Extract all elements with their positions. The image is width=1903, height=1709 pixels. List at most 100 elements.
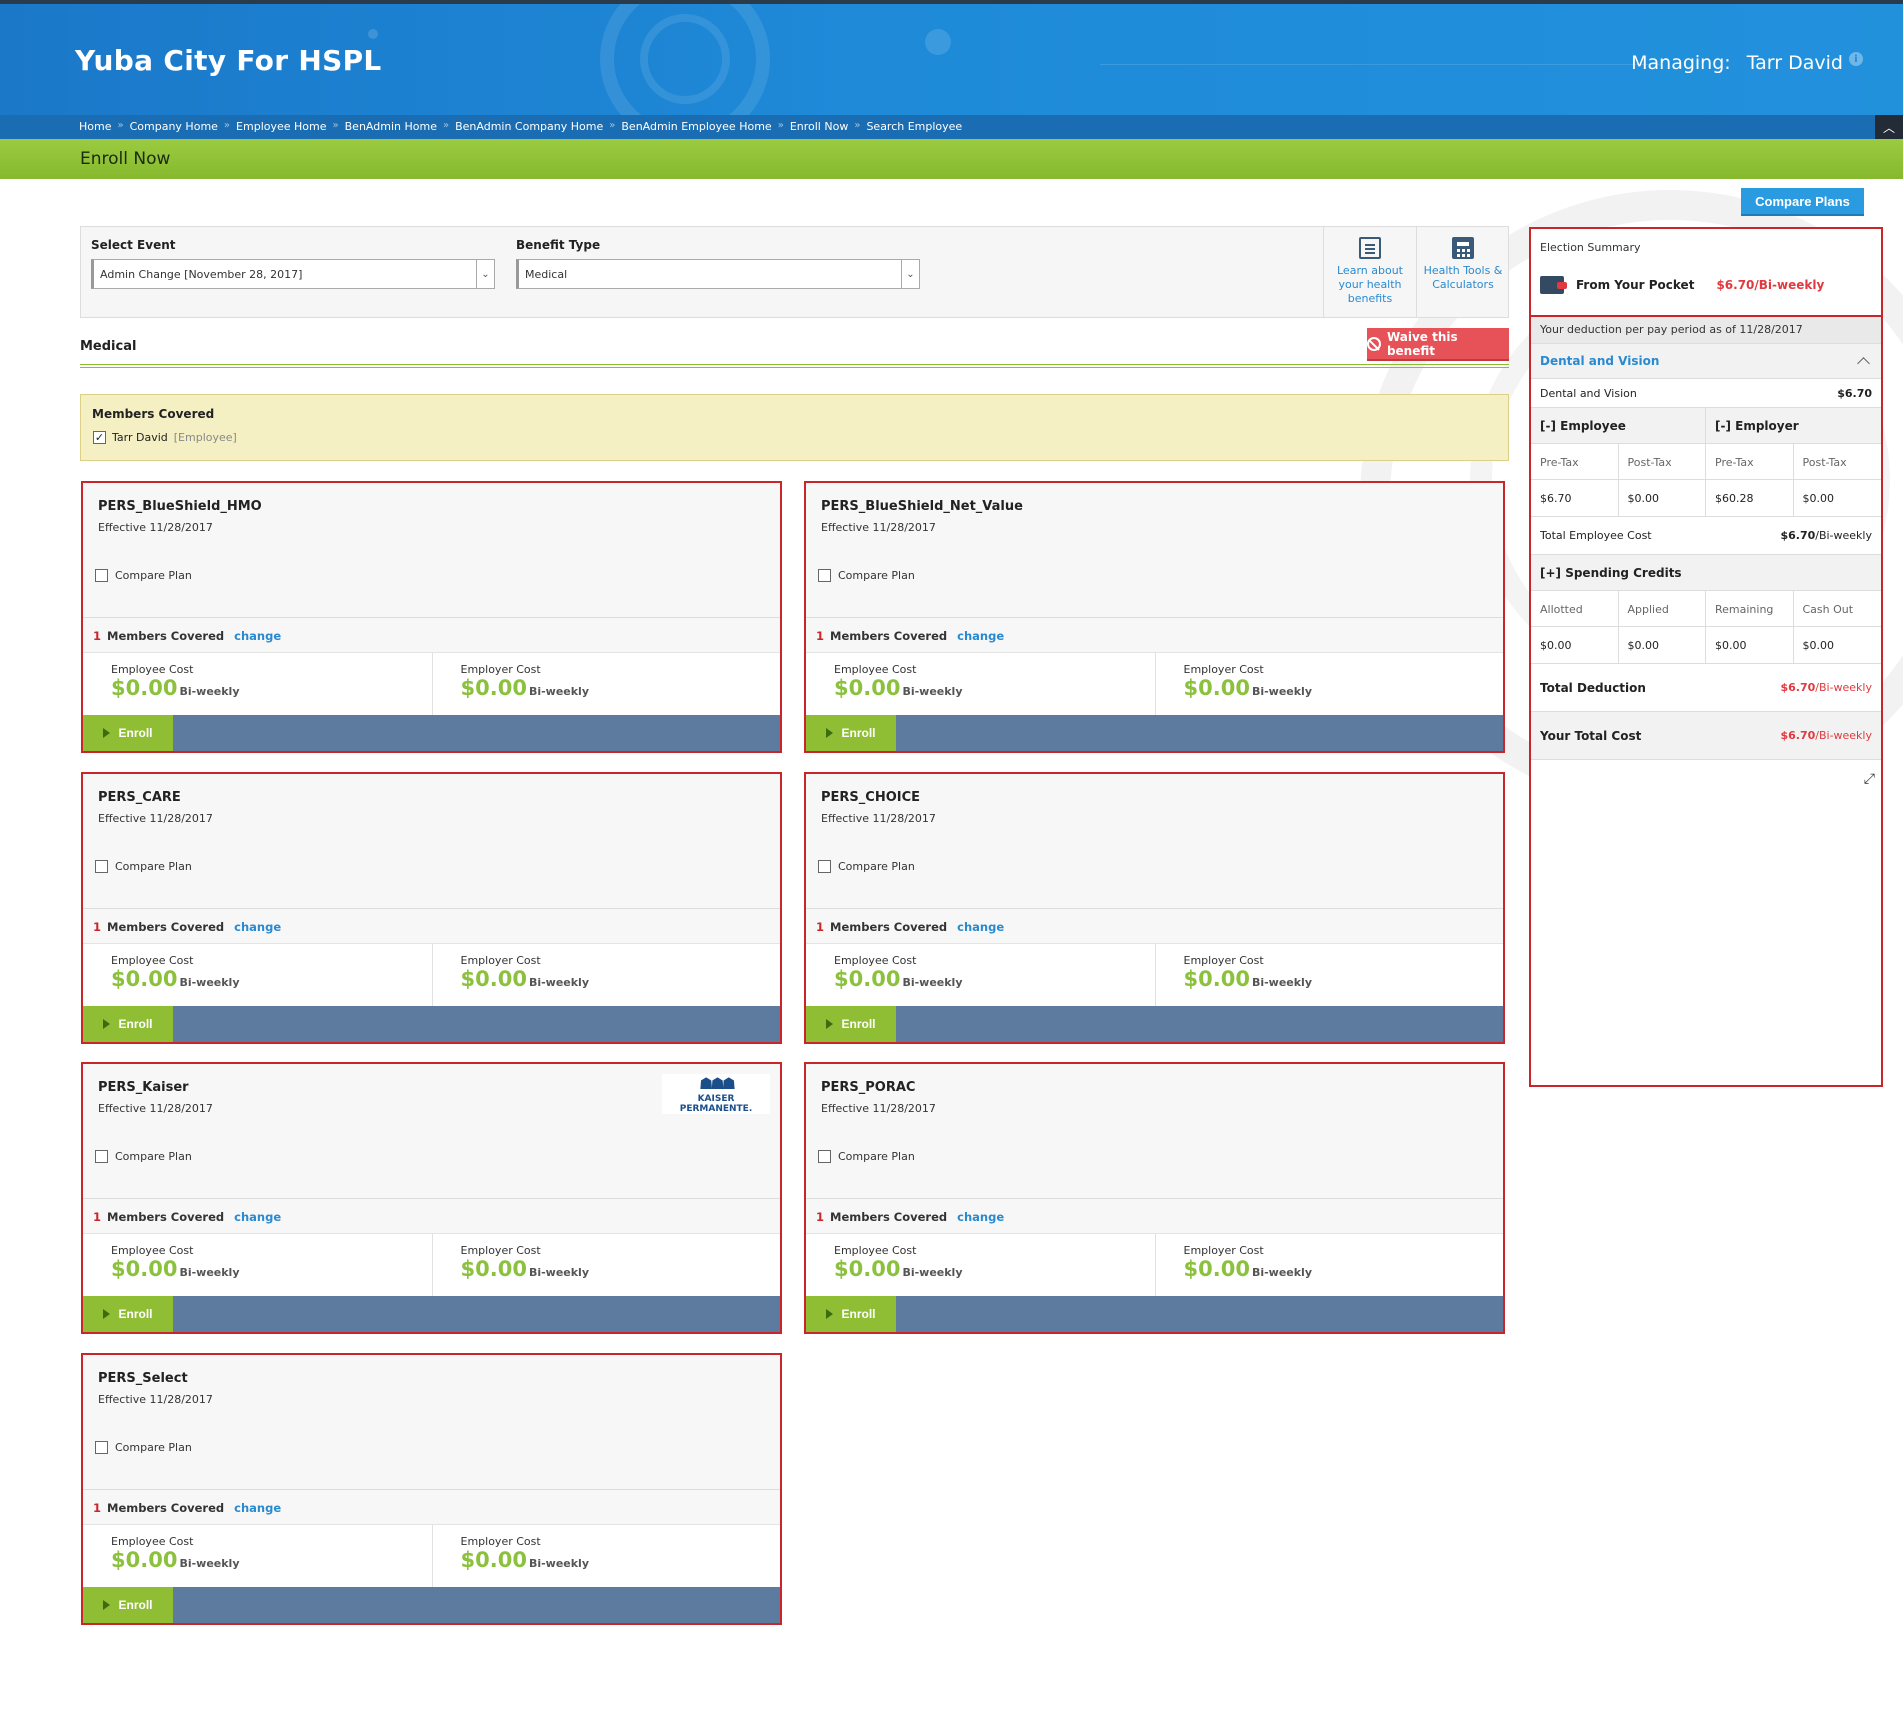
compare-plans-button[interactable]: Compare Plans bbox=[1741, 188, 1864, 216]
compare-plan-toggle[interactable]: Compare Plan bbox=[95, 1441, 192, 1454]
compare-plan-label: Compare Plan bbox=[838, 569, 915, 582]
plan-effective-date: Effective 11/28/2017 bbox=[98, 1393, 213, 1406]
breadcrumb-separator-icon: » bbox=[854, 120, 861, 131]
employer-cost-amount: $0.00 bbox=[1183, 967, 1250, 991]
enroll-button[interactable]: Enroll bbox=[83, 1587, 173, 1623]
compare-plan-toggle[interactable]: Compare Plan bbox=[818, 569, 915, 582]
benefit-type-dropdown[interactable]: Medical ⌄ bbox=[516, 259, 920, 289]
plan-effective-date: Effective 11/28/2017 bbox=[98, 1102, 213, 1115]
employee-cost-label: Employee Cost bbox=[111, 1244, 194, 1257]
member-row: ✓ Tarr David [Employee] bbox=[93, 431, 237, 444]
employer-toggle[interactable]: [-] Employer bbox=[1706, 408, 1881, 444]
employer-cost-label: Employer Cost bbox=[460, 663, 541, 676]
health-tools-link[interactable]: Health Tools & Calculators bbox=[1416, 227, 1509, 317]
select-event-dropdown[interactable]: Admin Change [November 28, 2017] ⌄ bbox=[91, 259, 495, 289]
compare-plan-checkbox[interactable] bbox=[818, 1150, 831, 1163]
plan-costs: Employee Cost $0.00 Bi-weekly Employer Co… bbox=[806, 653, 1503, 715]
compare-plan-checkbox[interactable] bbox=[818, 860, 831, 873]
change-members-link[interactable]: change bbox=[234, 1210, 282, 1224]
chevron-up-icon bbox=[1857, 357, 1870, 370]
enroll-label: Enroll bbox=[118, 1598, 153, 1612]
compare-plan-checkbox[interactable] bbox=[95, 1150, 108, 1163]
total-deduction: Total Deduction $6.70/Bi-weekly bbox=[1531, 664, 1881, 712]
employee-cost-label: Employee Cost bbox=[111, 954, 194, 967]
compare-plan-checkbox[interactable] bbox=[95, 569, 108, 582]
breadcrumb-employee-home[interactable]: Employee Home bbox=[236, 120, 327, 133]
breadcrumb-enroll-now[interactable]: Enroll Now bbox=[789, 120, 849, 133]
employee-cost-amount: $0.00 bbox=[111, 967, 178, 991]
compare-plan-toggle[interactable]: Compare Plan bbox=[818, 860, 915, 873]
members-covered-panel: Members Covered ✓ Tarr David [Employee] bbox=[80, 394, 1509, 461]
kaiser-permanente-logo: ☗☗☗ KAISER PERMANENTE. bbox=[662, 1074, 770, 1114]
employee-cost: Employee Cost $0.00 Bi-weekly bbox=[806, 653, 1155, 715]
election-summary-panel: Election Summary From Your Pocket $6.70/… bbox=[1529, 227, 1883, 1087]
play-icon bbox=[103, 1019, 111, 1029]
change-members-link[interactable]: change bbox=[957, 920, 1005, 934]
compare-plan-checkbox[interactable] bbox=[95, 860, 108, 873]
info-icon[interactable]: i bbox=[1849, 52, 1863, 66]
header-banner: Yuba City For HSPL Managing: Tarr David … bbox=[0, 0, 1903, 115]
breadcrumb-benadmin-employee-home[interactable]: BenAdmin Employee Home bbox=[621, 120, 772, 133]
total-deduction-value: $6.70 bbox=[1780, 681, 1816, 694]
enroll-button[interactable]: Enroll bbox=[83, 1006, 173, 1042]
breadcrumb-search-employee[interactable]: Search Employee bbox=[866, 120, 963, 133]
cost-breakdown-grid: [-] Employee [-] Employer Pre-Tax Post-T… bbox=[1531, 408, 1881, 517]
change-members-link[interactable]: change bbox=[957, 1210, 1005, 1224]
compare-plan-checkbox[interactable] bbox=[95, 1441, 108, 1454]
breadcrumb-home[interactable]: Home bbox=[79, 120, 112, 133]
members-count: 1 bbox=[93, 629, 102, 643]
enroll-label: Enroll bbox=[118, 726, 153, 740]
compare-plan-toggle[interactable]: Compare Plan bbox=[95, 860, 192, 873]
your-total-cost-value: $6.70 bbox=[1780, 729, 1816, 742]
dental-vision-line: Dental and Vision $6.70 bbox=[1531, 379, 1881, 408]
total-employee-cost: Total Employee Cost $6.70/Bi-weekly bbox=[1531, 517, 1881, 555]
plan-costs: Employee Cost $0.00 Bi-weekly Employer Co… bbox=[83, 944, 780, 1006]
compare-plan-toggle[interactable]: Compare Plan bbox=[818, 1150, 915, 1163]
select-event-value: Admin Change [November 28, 2017] bbox=[100, 268, 303, 281]
members-covered-label: Members Covered bbox=[830, 920, 948, 934]
compare-plan-checkbox[interactable] bbox=[818, 569, 831, 582]
change-members-link[interactable]: change bbox=[234, 920, 282, 934]
total-employee-cost-value: $6.70 bbox=[1780, 529, 1816, 542]
breadcrumb-company-home[interactable]: Company Home bbox=[129, 120, 218, 133]
plan-costs: Employee Cost $0.00 Bi-weekly Employer Co… bbox=[83, 1525, 780, 1587]
spending-credits-toggle[interactable]: [+] Spending Credits bbox=[1531, 555, 1881, 591]
learn-health-benefits-link[interactable]: Learn about your health benefits bbox=[1323, 227, 1416, 317]
enroll-button[interactable]: Enroll bbox=[83, 715, 173, 751]
collapse-header-button[interactable]: ︿ bbox=[1875, 115, 1903, 139]
employee-toggle[interactable]: [-] Employee bbox=[1531, 408, 1706, 444]
plan-action-bar: Enroll bbox=[806, 1296, 1503, 1332]
enroll-button[interactable]: Enroll bbox=[806, 715, 896, 751]
compare-plan-toggle[interactable]: Compare Plan bbox=[95, 569, 192, 582]
page-title-bar: Enroll Now bbox=[0, 139, 1903, 179]
page-title: Enroll Now bbox=[80, 149, 171, 169]
section-divider bbox=[80, 364, 1509, 368]
enroll-button[interactable]: Enroll bbox=[806, 1296, 896, 1332]
compare-plan-label: Compare Plan bbox=[838, 860, 915, 873]
change-members-link[interactable]: change bbox=[957, 629, 1005, 643]
logo-text: KAISER PERMANENTE. bbox=[679, 1094, 753, 1114]
election-summary-title: Election Summary bbox=[1540, 241, 1641, 254]
enroll-button[interactable]: Enroll bbox=[83, 1296, 173, 1332]
employee-cost-label: Employee Cost bbox=[834, 1244, 917, 1257]
change-members-link[interactable]: change bbox=[234, 1501, 282, 1515]
breadcrumb-benadmin-company-home[interactable]: BenAdmin Company Home bbox=[455, 120, 604, 133]
dental-vision-line-label: Dental and Vision bbox=[1540, 386, 1637, 400]
dental-vision-accordion[interactable]: Dental and Vision bbox=[1531, 343, 1881, 379]
member-checkbox[interactable]: ✓ bbox=[93, 431, 106, 444]
expand-icon[interactable]: ⤢ bbox=[1863, 771, 1875, 787]
plan-members-covered: 1 Members Covered change bbox=[806, 617, 1503, 653]
waive-benefit-button[interactable]: Waive this benefit bbox=[1367, 328, 1509, 361]
your-total-cost-label: Your Total Cost bbox=[1540, 728, 1642, 743]
from-your-pocket: From Your Pocket $6.70/Bi-weekly bbox=[1540, 276, 1872, 294]
employee-cost-period: Bi-weekly bbox=[902, 976, 963, 989]
employee-cost-amount: $0.00 bbox=[111, 1548, 178, 1572]
employee-cost-amount: $0.00 bbox=[834, 967, 901, 991]
enroll-button[interactable]: Enroll bbox=[806, 1006, 896, 1042]
managing-name[interactable]: Tarr David bbox=[1746, 52, 1843, 74]
breadcrumb-benadmin-home[interactable]: BenAdmin Home bbox=[344, 120, 437, 133]
grid-value: $0.00 bbox=[1619, 480, 1706, 516]
compare-plan-toggle[interactable]: Compare Plan bbox=[95, 1150, 192, 1163]
enroll-label: Enroll bbox=[118, 1017, 153, 1031]
change-members-link[interactable]: change bbox=[234, 629, 282, 643]
